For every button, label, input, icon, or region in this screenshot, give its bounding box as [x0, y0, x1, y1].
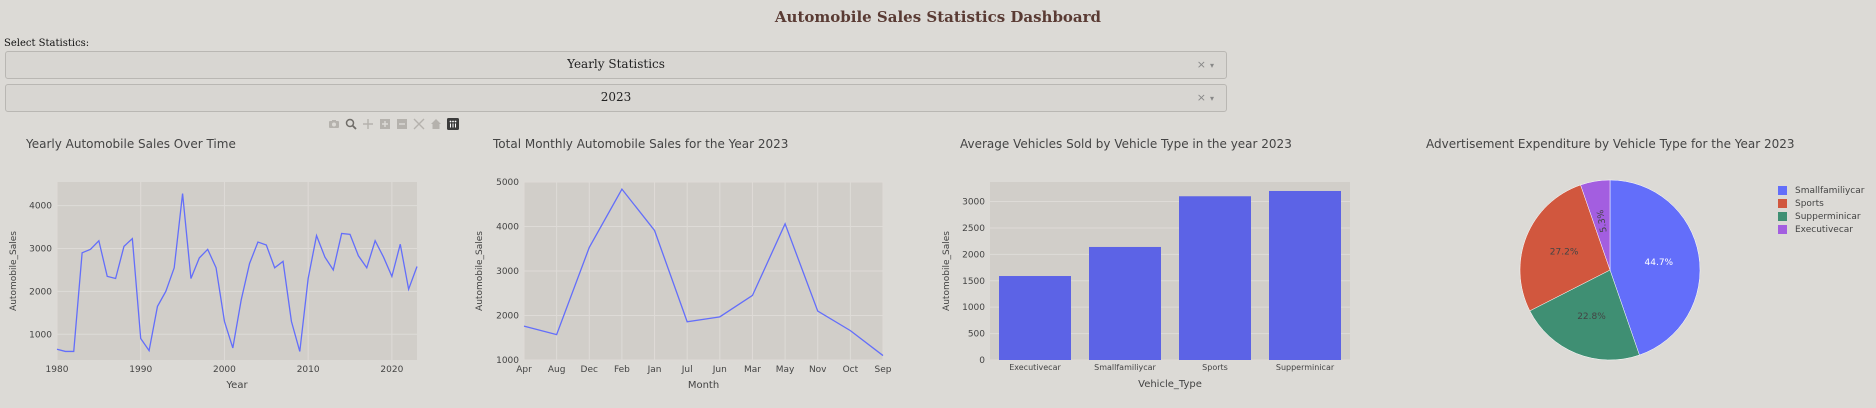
x-tick-label: Supperminicar — [1276, 363, 1335, 372]
statistics-dropdown-value: Yearly Statistics — [567, 57, 665, 71]
pie-slice-label: 27.2% — [1550, 247, 1579, 257]
pie-slice-label: 22.8% — [1577, 312, 1606, 322]
y-tick-label: 3000 — [29, 244, 52, 254]
vehicle-type-bar-chart: 0 500 1000 1500 2000 2500 3000 Executivecar Smal… — [942, 182, 1350, 390]
legend-swatch — [1778, 225, 1787, 234]
x-axis-title: Month — [688, 380, 719, 391]
x-tick-label: May — [776, 365, 795, 375]
select-statistics-label: Select Statistics: — [4, 38, 90, 49]
series-line — [56, 193, 418, 353]
x-tick-label: Jul — [681, 365, 693, 375]
legend-label: Supperminicar — [1795, 211, 1861, 222]
year-dropdown-value: 2023 — [600, 90, 632, 104]
yearly-sales-line-chart: 1000 2000 3000 4000 1980 1990 2000 2010 2020 Year… — [9, 182, 418, 391]
y-tick-label: 1000 — [29, 330, 52, 340]
legend-label: Sports — [1795, 198, 1824, 209]
y-tick-label: 0 — [979, 356, 985, 366]
y-tick-label: 1500 — [962, 277, 985, 287]
ad-expenditure-pie-chart: 44.7% 22.8% 27.2% 5.3% — [1519, 179, 1701, 361]
pan-icon[interactable] — [362, 118, 374, 130]
y-tick-label: 2500 — [962, 224, 985, 234]
clear-icon[interactable]: × — [1196, 91, 1206, 104]
x-tick-label: Aug — [548, 365, 566, 375]
legend-swatch — [1778, 199, 1787, 208]
pie-slice — [1519, 184, 1611, 312]
pie-slice-label: 44.7% — [1645, 258, 1674, 268]
autoscale-icon[interactable] — [413, 118, 425, 130]
legend-item[interactable]: Sports — [1778, 197, 1864, 210]
chart-title: Yearly Automobile Sales Over Time — [26, 137, 236, 151]
legend-label: Smallfamiliycar — [1795, 185, 1865, 196]
bar — [999, 276, 1071, 360]
bar — [1179, 196, 1251, 360]
plotly-logo-icon[interactable] — [447, 118, 459, 130]
pie-slice — [1529, 269, 1640, 361]
x-tick-label: 1990 — [129, 365, 152, 375]
legend-label: Executivecar — [1795, 224, 1853, 235]
monthly-sales-line-chart: 1000 2000 3000 4000 5000 Apr Aug Dec Feb Jan Jul Ju… — [475, 178, 892, 391]
camera-icon[interactable] — [328, 118, 340, 130]
y-tick-label: 500 — [968, 330, 985, 340]
x-tick-label: 2020 — [380, 365, 403, 375]
y-axis-title: Automobile_Sales — [475, 231, 485, 311]
zoom-in-icon[interactable] — [379, 118, 391, 130]
chart-title: Average Vehicles Sold by Vehicle Type in… — [960, 137, 1292, 151]
pie-slice — [1609, 179, 1701, 356]
x-tick-label: Mar — [744, 365, 761, 375]
page-title: Automobile Sales Statistics Dashboard — [774, 8, 1102, 26]
legend-item[interactable]: Supperminicar — [1778, 210, 1864, 223]
x-axis-title: Vehicle_Type — [1138, 379, 1202, 390]
x-tick-label: Apr — [516, 365, 532, 375]
y-tick-label: 3000 — [962, 198, 985, 208]
y-tick-label: 2000 — [496, 312, 519, 322]
legend-swatch — [1778, 212, 1787, 221]
x-tick-label: Feb — [614, 365, 630, 375]
chevron-down-icon[interactable]: ▾ — [1209, 61, 1214, 70]
chart-title: Advertisement Expenditure by Vehicle Typ… — [1426, 137, 1795, 151]
legend-item[interactable]: Executivecar — [1778, 223, 1864, 236]
x-tick-label: 2010 — [297, 365, 320, 375]
x-tick-label: Jan — [647, 365, 662, 375]
x-axis-title: Year — [225, 380, 248, 391]
bar — [1269, 190, 1341, 360]
year-dropdown[interactable]: 2023 × ▾ — [5, 84, 1227, 112]
pie-legend: Smallfamiliycar Sports Supperminicar Execut… — [1778, 184, 1864, 236]
x-tick-label: Jun — [712, 365, 727, 375]
legend-item[interactable]: Smallfamiliycar — [1778, 184, 1864, 197]
y-tick-label: 2000 — [962, 250, 985, 260]
y-tick-label: 2000 — [29, 287, 52, 297]
home-icon[interactable] — [430, 118, 442, 130]
pie-slice-label: 5.3% — [1596, 208, 1610, 233]
y-tick-label: 5000 — [496, 178, 519, 188]
y-tick-label: 1000 — [496, 356, 519, 366]
pie-slice — [1580, 179, 1611, 271]
x-tick-label: Executivecar — [1009, 363, 1061, 372]
x-tick-label: Nov — [809, 365, 827, 375]
zoom-out-icon[interactable] — [396, 118, 408, 130]
y-tick-label: 3000 — [496, 267, 519, 277]
y-axis-title: Automobile_Sales — [942, 231, 952, 311]
y-tick-label: 4000 — [29, 202, 52, 212]
x-tick-label: Oct — [843, 365, 859, 375]
clear-icon[interactable]: × — [1196, 58, 1206, 71]
y-tick-label: 1000 — [962, 303, 985, 313]
statistics-dropdown[interactable]: Yearly Statistics × ▾ — [5, 51, 1227, 79]
series-line — [523, 187, 884, 357]
x-tick-label: Dec — [581, 365, 598, 375]
x-tick-label: 2000 — [213, 365, 236, 375]
legend-swatch — [1778, 186, 1787, 195]
plot-modebar — [328, 117, 459, 131]
zoom-icon[interactable] — [345, 118, 357, 130]
x-tick-label: Sports — [1202, 363, 1228, 372]
y-axis-title: Automobile_Sales — [9, 231, 19, 311]
y-tick-label: 4000 — [496, 223, 519, 233]
chart-title: Total Monthly Automobile Sales for the Y… — [493, 137, 789, 151]
x-tick-label: 1980 — [46, 365, 69, 375]
x-tick-label: Smallfamiliycar — [1094, 363, 1156, 372]
x-tick-label: Sep — [875, 365, 892, 375]
chevron-down-icon[interactable]: ▾ — [1209, 94, 1214, 103]
plot-area — [57, 182, 417, 360]
bar — [1089, 246, 1161, 360]
